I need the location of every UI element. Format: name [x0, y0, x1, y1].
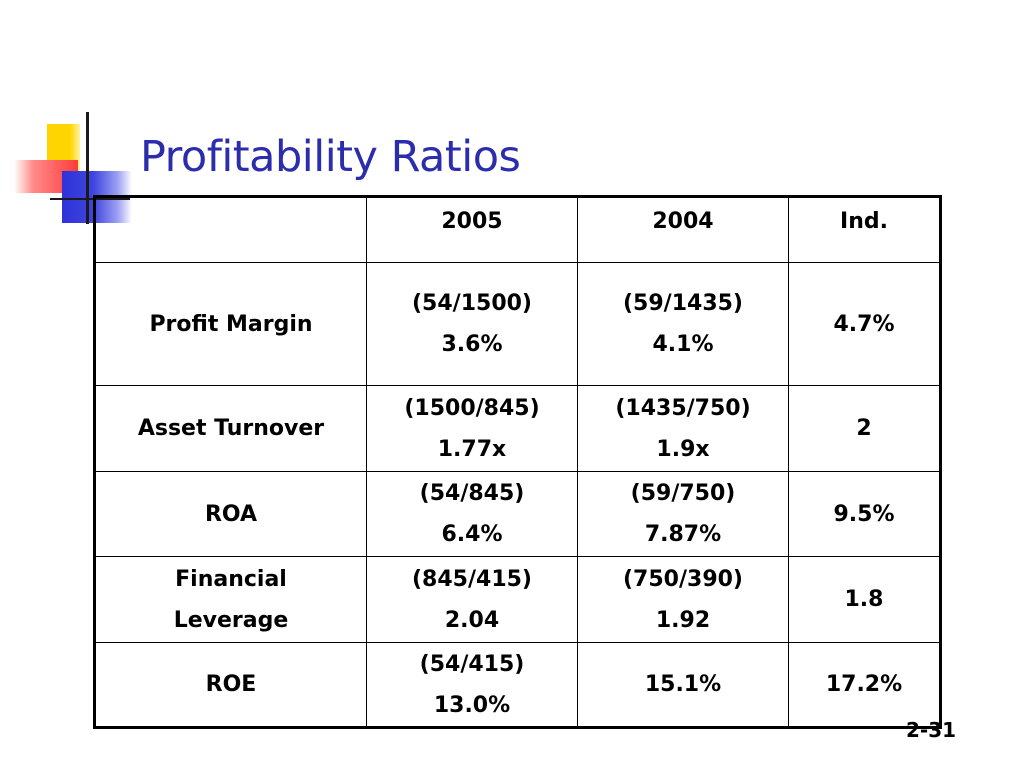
table-header-row: 2005 2004 Ind.: [94, 196, 941, 263]
cell-formula: (59/1435): [623, 291, 743, 316]
cell-2004: (1435/750) 1.9x: [577, 385, 789, 472]
header-cell-2004: 2004: [577, 196, 789, 263]
cell-formula: (750/390): [623, 566, 743, 592]
cell-formula: (1500/845): [404, 395, 540, 421]
cell-formula: (1435/750): [615, 395, 751, 421]
cell-2005: (1500/845) 1.77x: [366, 385, 578, 472]
cell-ind: 1.8: [788, 556, 941, 643]
cell-formula: (54/415): [419, 651, 525, 677]
cell-value: 1.9x: [656, 436, 710, 462]
cell-2004: (750/390) 1.92: [577, 556, 789, 643]
cell-2005: (845/415) 2.04: [366, 556, 578, 643]
header-cell-ind: Ind.: [788, 196, 941, 263]
row-label-line: Financial: [175, 566, 287, 592]
row-label: ROA: [94, 471, 367, 557]
cell-value: 6.4%: [441, 522, 503, 547]
cell-ind: 17.2%: [788, 642, 941, 728]
table-row-roe: ROE (54/415) 13.0% 15.1% 17.2%: [94, 642, 941, 728]
cell-2005: (54/845) 6.4%: [366, 471, 578, 557]
row-label: Profit Margin: [94, 262, 367, 386]
row-label: ROE: [94, 642, 367, 728]
cell-2005: (54/1500) 3.6%: [366, 262, 578, 386]
cell-2005: (54/415) 13.0%: [366, 642, 578, 728]
row-label: Asset Turnover: [94, 385, 367, 472]
cell-2004: (59/1435) 4.1%: [577, 262, 789, 386]
decorative-vertical-line: [86, 112, 89, 224]
cell-ind: 4.7%: [788, 262, 941, 386]
header-cell-2005: 2005: [366, 196, 578, 263]
cell-formula: (54/845): [419, 481, 525, 506]
row-label: Financial Leverage: [94, 556, 367, 643]
cell-formula: (54/1500): [412, 291, 532, 316]
cell-value: 1.92: [655, 607, 711, 633]
slide-title: Profitability Ratios: [140, 132, 521, 182]
table-row-asset-turnover: Asset Turnover (1500/845) 1.77x (1435/75…: [94, 385, 941, 472]
cell-2004: 15.1%: [577, 642, 789, 728]
cell-formula: (845/415): [412, 566, 532, 592]
cell-ind: 2: [788, 385, 941, 472]
cell-formula: (59/750): [630, 481, 736, 506]
cell-2004: (59/750) 7.87%: [577, 471, 789, 557]
table-row-profit-margin: Profit Margin (54/1500) 3.6% (59/1435) 4…: [94, 262, 941, 386]
table-row-roa: ROA (54/845) 6.4% (59/750) 7.87% 9.5%: [94, 471, 941, 557]
header-cell-empty: [94, 196, 367, 263]
cell-value: 13.0%: [433, 692, 511, 718]
page-number: 2-31: [906, 718, 957, 742]
row-label-line: Leverage: [173, 607, 289, 633]
cell-value: 2.04: [444, 607, 500, 633]
cell-value: 7.87%: [644, 522, 722, 547]
cell-value: 3.6%: [441, 332, 503, 357]
table-row-financial-leverage: Financial Leverage (845/415) 2.04 (750/3…: [94, 556, 941, 643]
decorative-horizontal-line: [50, 198, 130, 200]
cell-value: 1.77x: [437, 436, 507, 462]
cell-ind: 9.5%: [788, 471, 941, 557]
cell-value: 15.1%: [644, 672, 722, 697]
ratios-table: 2005 2004 Ind. Profit Margin (54/1500) 3…: [93, 195, 942, 729]
cell-value: 4.1%: [652, 332, 714, 357]
